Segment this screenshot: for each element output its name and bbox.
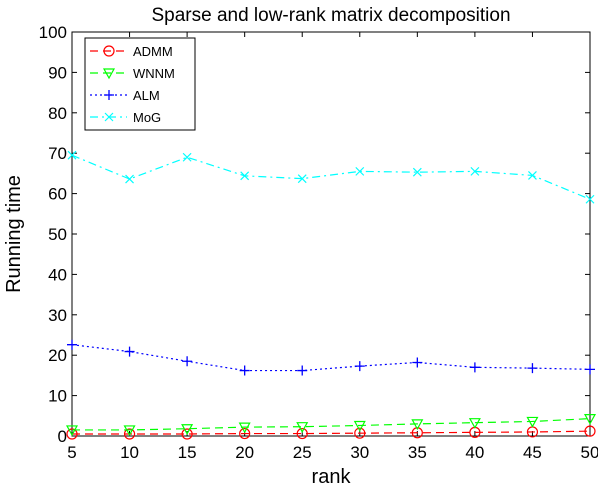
- data-point-alm: [354, 361, 365, 372]
- y-axis-title: Running time: [3, 175, 25, 293]
- x-tick-label: 20: [235, 443, 254, 462]
- data-point-wnnm: [65, 425, 79, 437]
- data-point-alm: [297, 365, 308, 376]
- data-point-admm: [584, 425, 596, 437]
- series-line-admm: [72, 430, 591, 435]
- legend-marker-alm: [104, 90, 114, 100]
- data-point-wnnm: [526, 416, 539, 428]
- y-tick-label: 30: [48, 306, 67, 325]
- data-point-admm: [296, 427, 308, 440]
- y-tick-label: 60: [48, 185, 67, 204]
- legend-marker-wnnm: [102, 68, 116, 80]
- data-point-mog: [528, 170, 537, 180]
- x-tick-label: 25: [293, 443, 312, 462]
- legend-label-wnnm: WNNM: [133, 66, 175, 81]
- series-line-wnnm: [72, 418, 591, 431]
- data-point-mog: [412, 167, 422, 177]
- x-tick-label: 5: [67, 443, 76, 462]
- data-point-alm: [527, 363, 538, 374]
- y-tick-label: 70: [48, 144, 67, 163]
- data-point-alm: [124, 346, 135, 357]
- data-point-alm: [412, 357, 423, 368]
- x-tick-label: 30: [350, 443, 369, 462]
- y-tick-label: 90: [48, 63, 67, 82]
- data-point-mog: [470, 166, 480, 176]
- y-tick-label: 50: [48, 225, 67, 244]
- legend: ADMM WNNM ALM MoG: [84, 37, 196, 131]
- data-point-mog: [297, 174, 307, 184]
- x-tick-label: 50: [581, 443, 598, 462]
- x-tick-label: 40: [465, 443, 484, 462]
- data-point-wnnm: [583, 414, 597, 425]
- series-line-alm: [71, 344, 591, 372]
- data-point-mog: [240, 171, 250, 181]
- y-tick-label: 40: [48, 265, 67, 284]
- legend-label-mog: MoG: [133, 110, 161, 125]
- legend-label-alm: ALM: [133, 88, 160, 103]
- y-tick-label: 20: [48, 346, 67, 365]
- data-point-mog: [125, 174, 134, 184]
- data-point-alm: [182, 356, 193, 367]
- data-point-mog: [585, 194, 595, 204]
- chart-title: Sparse and low-rank matrix decomposition: [151, 5, 510, 26]
- y-tick-label: 0: [58, 427, 67, 446]
- x-tick-label: 35: [408, 443, 427, 462]
- legend-label-admm: ADMM: [133, 44, 173, 59]
- data-point-alm: [239, 365, 250, 376]
- data-point-admm: [239, 427, 251, 440]
- x-tick-label: 15: [178, 443, 197, 462]
- data-point-wnnm: [181, 424, 194, 435]
- data-point-alm: [585, 364, 595, 375]
- x-tick-label: 45: [523, 443, 542, 462]
- x-tick-label: 10: [120, 443, 139, 462]
- legend-marker-admm: [103, 45, 115, 57]
- data-point-mog: [355, 166, 365, 176]
- series-line-mog: [71, 154, 591, 200]
- plot-area: 0 10 20 30 40 50 60 70 80 90 100 5 10 15 20 25 30 35 40 45 5…: [39, 23, 598, 462]
- y-tick-label: 80: [48, 104, 67, 123]
- data-point-wnnm: [411, 419, 424, 431]
- data-point-alm: [469, 362, 480, 373]
- data-point-admm: [181, 428, 193, 440]
- x-axis-title: rank: [312, 466, 352, 488]
- legend-marker-mog: [104, 112, 114, 122]
- data-point-mog: [67, 150, 77, 160]
- data-point-wnnm: [296, 422, 309, 433]
- data-point-admm: [354, 427, 366, 439]
- legend-box: [84, 37, 196, 131]
- data-point-alm: [67, 339, 77, 350]
- y-tick-label: 100: [39, 23, 67, 42]
- data-point-admm: [66, 428, 78, 440]
- data-point-wnnm: [468, 418, 481, 429]
- y-tick-label: 10: [48, 387, 67, 406]
- data-point-wnnm: [238, 422, 251, 434]
- data-point-mog: [182, 152, 192, 162]
- data-point-wnnm: [353, 420, 366, 432]
- data-point-admm: [123, 428, 136, 440]
- data-point-wnnm: [123, 425, 136, 437]
